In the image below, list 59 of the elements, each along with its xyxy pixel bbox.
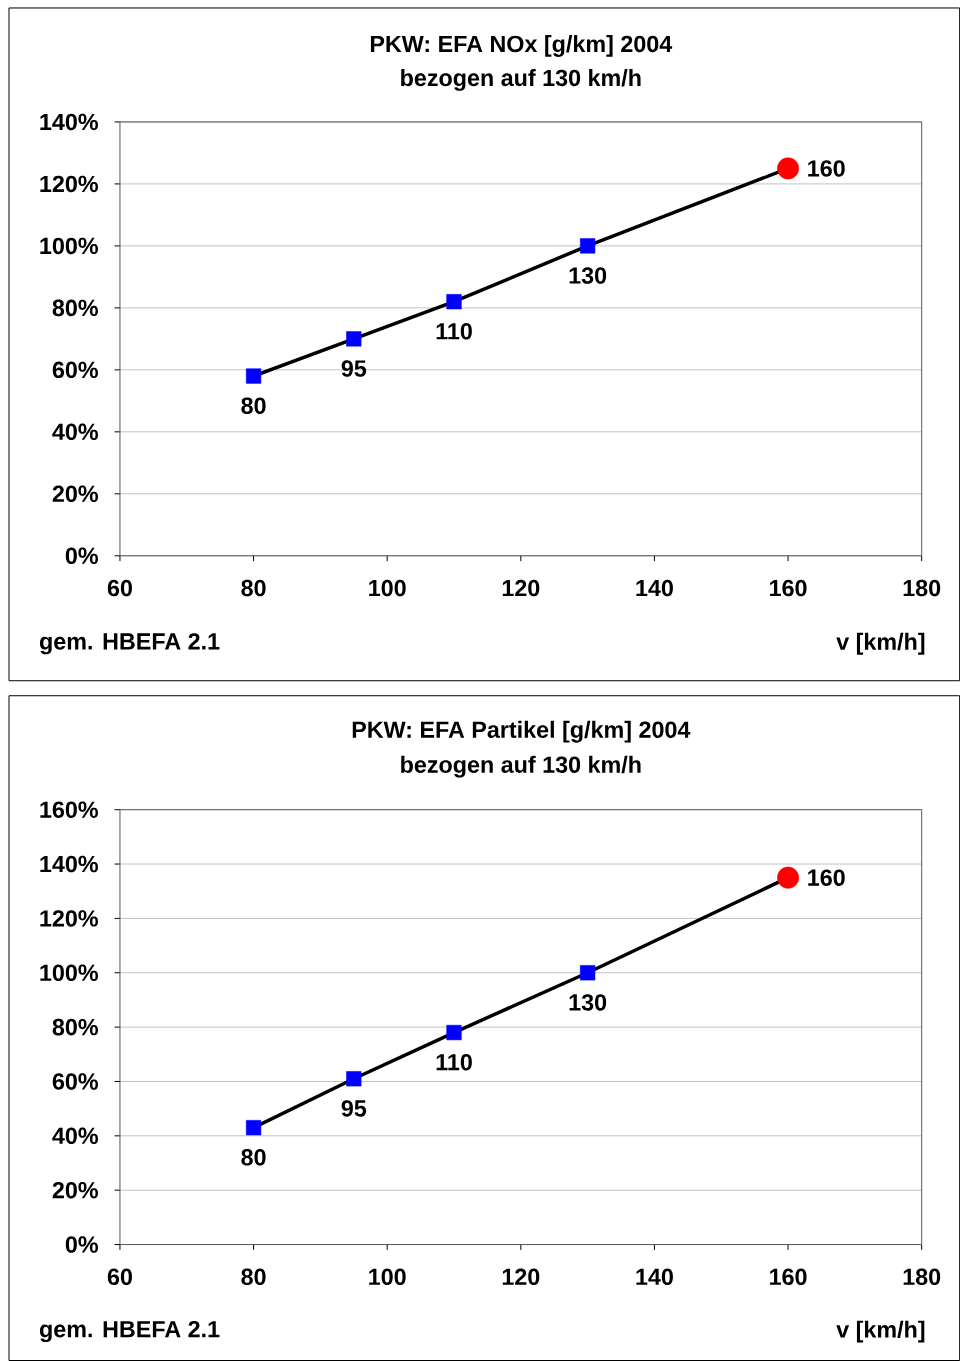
annotation: 80	[241, 397, 266, 414]
annotation: 110	[436, 1053, 472, 1071]
y-tick-label: 120%	[40, 910, 98, 927]
point	[245, 368, 262, 384]
x-tick-label: 140	[636, 1268, 673, 1286]
y-tick-label: 80%	[52, 299, 98, 317]
point	[245, 1120, 262, 1136]
x-axis-title: v [km/h]	[836, 632, 925, 655]
y-tick-label: 20%	[52, 485, 98, 503]
point	[777, 157, 799, 180]
x-axis-title: v [km/h]	[836, 1320, 925, 1343]
y-tick-label: 140%	[40, 855, 98, 873]
chart-subtitle: bezogen auf 130 km/h	[401, 69, 641, 91]
annotation: 95	[341, 1100, 367, 1117]
point	[446, 294, 462, 310]
point	[777, 866, 799, 889]
x-tick-label: 180	[903, 579, 941, 597]
y-tick-label: 100%	[40, 237, 98, 255]
point	[579, 965, 596, 981]
y-tick-label: 0%	[65, 547, 98, 565]
y-tick-label: 160%	[40, 801, 98, 818]
chart-subtitle: bezogen auf 130 km/h	[401, 755, 641, 778]
chart-title: PKW: EFA Partikel [g/km] 2004	[352, 720, 691, 743]
y-tick-label: 140%	[40, 113, 98, 131]
annotation: 110	[436, 323, 472, 340]
x-tick-label: 140	[636, 579, 673, 597]
x-tick-label: 180	[903, 1268, 941, 1286]
x-tick-label: 80	[241, 579, 266, 597]
text: gem. HBEFA 2.1	[39, 633, 220, 655]
annotation: 130	[569, 267, 607, 284]
y-tick-label: 0%	[65, 1236, 98, 1253]
point	[346, 1071, 362, 1087]
x-tick-label: 160	[769, 1268, 807, 1286]
y-tick-label: 20%	[52, 1181, 98, 1199]
annotation: 160	[808, 160, 845, 177]
y-tick-label: 40%	[52, 423, 98, 441]
point	[579, 238, 596, 254]
y-tick-label: 100%	[40, 964, 98, 982]
x-tick-label: 60	[107, 1268, 132, 1286]
y-tick-label: 80%	[52, 1018, 98, 1036]
annotation: 80	[241, 1149, 266, 1166]
x-tick-label: 120	[502, 1268, 540, 1286]
x-tick-label: 60	[107, 579, 132, 597]
point	[346, 331, 362, 347]
annotation: 130	[569, 994, 607, 1011]
text: gem. HBEFA 2.1	[39, 1320, 220, 1343]
y-tick-label: 60%	[52, 1073, 98, 1090]
annotation: 160	[808, 869, 845, 886]
y-tick-label: 40%	[52, 1127, 98, 1145]
point	[446, 1024, 462, 1041]
x-tick-label: 100	[369, 579, 406, 597]
annotation: 95	[341, 360, 367, 377]
y-tick-label: 120%	[40, 175, 98, 193]
x-tick-label: 160	[769, 579, 807, 597]
y-tick-label: 60%	[52, 361, 98, 379]
x-tick-label: 80	[241, 1268, 266, 1286]
x-tick-label: 120	[502, 579, 540, 597]
x-tick-label: 100	[369, 1268, 406, 1286]
chart-title: PKW: EFA NOx [g/km] 2004	[370, 35, 673, 57]
